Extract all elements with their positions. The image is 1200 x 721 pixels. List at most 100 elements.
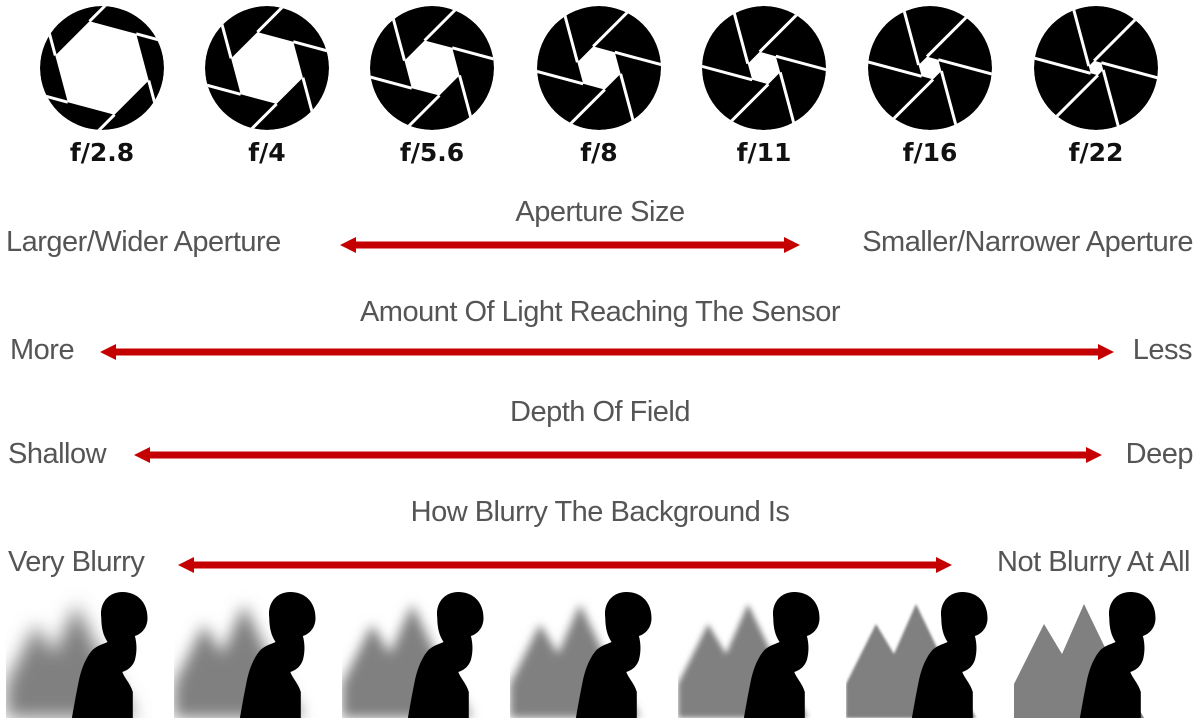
aperture-blade-edge — [40, 113, 116, 130]
person-silhouette — [911, 592, 988, 718]
aperture-opening — [404, 40, 460, 96]
example-photo — [342, 588, 500, 718]
aperture-item — [866, 4, 994, 134]
portrait-silhouette-icon — [174, 592, 316, 718]
scale-left-label: More — [10, 334, 75, 366]
fstop-label: f/11 — [736, 138, 792, 167]
scale-right-label: Deep — [1125, 438, 1194, 470]
aperture-item — [368, 4, 496, 134]
aperture-opening — [918, 56, 942, 80]
example-photo — [174, 588, 332, 718]
scale-left-label: Very Blurry — [8, 546, 145, 578]
aperture-blade-edge — [715, 6, 750, 65]
aperture-icon — [205, 6, 329, 130]
scale-title: Amount Of Light Reaching The Sensor — [359, 296, 841, 328]
scale-right-label: Smaller/Narrower Aperture — [862, 226, 1193, 258]
portrait-silhouette-icon — [510, 592, 652, 718]
aperture-blade-edge — [937, 58, 992, 93]
aperture-blade-edge — [135, 32, 164, 67]
double-arrow — [340, 237, 800, 253]
aperture-blade-edge — [423, 6, 494, 42]
arrow-shape — [134, 447, 1102, 463]
arrow-shape — [100, 344, 1114, 360]
aperture-icon — [40, 6, 164, 130]
fstop-label: f/2.8 — [69, 138, 135, 167]
aperture-item — [535, 4, 663, 134]
aperture-item — [38, 4, 166, 134]
aperture-opening — [1088, 60, 1104, 76]
scale-right-label: Less — [1132, 334, 1193, 366]
aperture-blade-edge — [205, 102, 278, 130]
aperture-icon — [868, 6, 992, 130]
portrait-silhouette-icon — [342, 592, 484, 718]
aperture-blade-edge — [1100, 61, 1158, 96]
portrait-silhouette-icon — [846, 592, 988, 718]
aperture-item — [203, 4, 331, 134]
arrow-shape — [340, 237, 800, 253]
aperture-blade-edge — [205, 61, 242, 96]
aperture-item — [700, 4, 828, 134]
aperture-blade-edge — [370, 55, 413, 90]
aperture-blade-edge — [537, 88, 606, 130]
aperture-blade-edge — [205, 6, 233, 59]
fstop-label: f/8 — [580, 138, 618, 167]
example-photo — [6, 588, 164, 718]
person-silhouette — [407, 592, 484, 718]
portrait-silhouette-icon — [6, 592, 148, 718]
scale-title: How Blurry The Background Is — [410, 496, 790, 528]
aperture-icon — [537, 6, 661, 130]
double-arrow — [134, 447, 1102, 463]
scale-left-label: Shallow — [8, 438, 107, 470]
aperture-blade-edge — [371, 6, 406, 61]
aperture-opening — [231, 32, 303, 104]
aperture-icon — [1034, 6, 1158, 130]
aperture-blade-edge — [451, 46, 494, 81]
scale-title: Depth Of Field — [510, 396, 690, 428]
aperture-blade-edge — [702, 47, 753, 82]
scale-right-label: Not Blurry At All — [997, 546, 1190, 578]
aperture-blade-edge — [40, 6, 57, 56]
aperture-blade-edge — [256, 6, 329, 34]
fstop-label: f/16 — [902, 138, 958, 167]
arrow-shape — [178, 557, 952, 573]
aperture-blade-edge — [537, 51, 584, 86]
aperture-blade-edge — [40, 69, 69, 104]
aperture-blade-edge — [544, 6, 579, 63]
aperture-blade-edge — [370, 94, 441, 130]
aperture-blade-edge — [778, 71, 813, 130]
example-photo — [1014, 588, 1172, 718]
person-silhouette — [71, 592, 148, 718]
aperture-opening — [747, 51, 781, 85]
aperture-blade-edge — [147, 80, 164, 130]
double-arrow — [178, 557, 952, 573]
aperture-blade-edge — [868, 43, 923, 78]
aperture-blade-edge — [1034, 40, 1092, 75]
aperture-blade-edge — [614, 50, 661, 85]
example-photo — [846, 588, 1004, 718]
double-arrow — [100, 344, 1114, 360]
aperture-opening — [577, 46, 621, 90]
fstop-label: f/4 — [248, 138, 286, 167]
example-photo — [678, 588, 836, 718]
example-photo — [510, 588, 668, 718]
aperture-blade-edge — [88, 6, 164, 23]
person-silhouette — [575, 592, 652, 718]
aperture-blade-edge — [619, 73, 654, 130]
scale-left-label: Larger/Wider Aperture — [6, 226, 281, 258]
aperture-item — [1032, 4, 1160, 134]
person-silhouette — [239, 592, 316, 718]
portrait-silhouette-icon — [678, 592, 820, 718]
aperture-blade-edge — [458, 75, 493, 130]
aperture-blade-edge — [775, 54, 826, 89]
person-silhouette — [1079, 592, 1156, 718]
portrait-silhouette-icon — [1014, 592, 1156, 718]
aperture-icon — [370, 6, 494, 130]
aperture-blade-edge — [292, 40, 329, 75]
person-silhouette — [743, 592, 820, 718]
fstop-label: f/5.6 — [399, 138, 465, 167]
fstop-label: f/22 — [1068, 138, 1124, 167]
aperture-blade-edge — [592, 6, 661, 48]
aperture-blade-edge — [301, 77, 329, 130]
scale-title: Aperture Size — [515, 196, 685, 228]
aperture-opening — [55, 21, 149, 115]
